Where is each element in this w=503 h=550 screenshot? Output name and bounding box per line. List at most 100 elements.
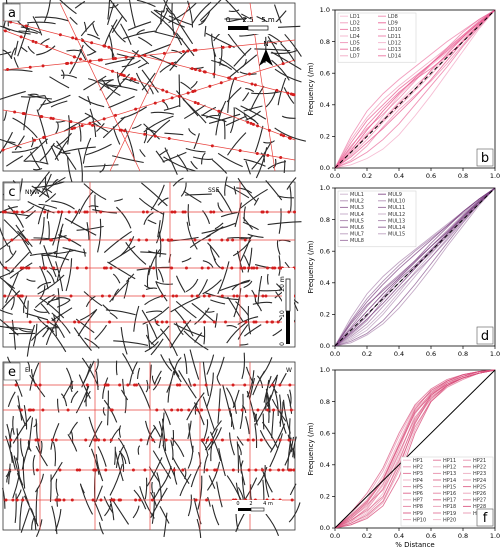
fracture-trace xyxy=(27,94,53,100)
fracture-trace xyxy=(39,297,65,319)
legend-entry: LD8 xyxy=(388,14,398,20)
reference-line xyxy=(334,187,496,347)
fracture-trace xyxy=(225,184,250,199)
fracture-trace xyxy=(158,149,168,156)
series-line xyxy=(334,187,496,347)
fracture-trace xyxy=(253,411,257,423)
intersection-point xyxy=(58,468,62,472)
intersection-point xyxy=(278,438,282,442)
x-tick-label: 0.0 xyxy=(330,172,340,180)
fracture-trace xyxy=(141,309,158,339)
fracture-trace xyxy=(203,326,206,345)
intersection-point xyxy=(226,238,230,242)
intersection-point xyxy=(1,148,5,152)
fracture-trace xyxy=(171,3,175,36)
fracture-trace xyxy=(277,195,294,199)
fracture-trace xyxy=(190,80,198,89)
intersection-point xyxy=(102,117,106,121)
legend-entry: MUL8 xyxy=(350,238,364,244)
intersection-point xyxy=(205,498,209,502)
intersection-point xyxy=(266,153,270,157)
intersection-point xyxy=(131,468,135,472)
intersection-point xyxy=(208,84,212,88)
legend-entry: MUL15 xyxy=(388,232,405,238)
fracture-trace xyxy=(80,20,95,37)
intersection-point xyxy=(152,266,156,270)
intersection-point xyxy=(6,68,10,72)
fracture-trace xyxy=(151,492,155,524)
fracture-trace xyxy=(23,495,39,527)
intersection-point xyxy=(74,210,78,214)
fracture-trace xyxy=(243,324,262,337)
x-tick-label: 0.4 xyxy=(394,350,404,358)
fracture-trace xyxy=(86,222,90,241)
intersection-point xyxy=(275,88,279,92)
fracture-trace xyxy=(206,461,221,491)
intersection-point xyxy=(256,124,260,128)
intersection-point xyxy=(272,408,276,412)
intersection-point xyxy=(45,45,49,49)
intersection-point xyxy=(3,294,7,298)
fracture-trace xyxy=(55,122,59,134)
panel-label-box xyxy=(476,508,494,527)
intersection-point xyxy=(181,468,185,472)
fracture-trace xyxy=(241,352,246,380)
fracture-trace xyxy=(199,0,222,21)
y-tick-label: 0.2 xyxy=(320,133,330,141)
fracture-trace xyxy=(38,203,58,209)
fracture-trace xyxy=(217,202,224,213)
fracture-trace xyxy=(45,193,57,203)
fracture-trace xyxy=(154,31,183,40)
fracture-trace xyxy=(253,197,260,206)
intersection-point xyxy=(20,210,24,214)
fracture-trace xyxy=(69,421,78,435)
fracture-trace xyxy=(43,245,57,278)
legend-entry: MUL3 xyxy=(350,205,364,211)
fracture-trace xyxy=(56,495,59,507)
legend-entry: HP6 xyxy=(413,491,423,497)
fracture-trace xyxy=(62,380,74,399)
fracture-trace xyxy=(16,428,19,461)
fracture-trace xyxy=(153,9,185,28)
x-tick-label: 0.4 xyxy=(394,532,404,540)
fracture-trace xyxy=(21,95,45,98)
fracture-trace xyxy=(243,206,246,222)
fracture-trace xyxy=(229,432,235,456)
fracture-trace xyxy=(84,337,100,349)
fracture-trace xyxy=(61,69,65,80)
intersection-point xyxy=(145,238,149,242)
intersection-point xyxy=(224,320,228,324)
intersection-point xyxy=(31,408,35,412)
fracture-trace xyxy=(43,0,51,22)
fracture-trace xyxy=(83,75,107,91)
intersection-point xyxy=(190,294,194,298)
fracture-trace xyxy=(289,418,293,453)
intersection-point xyxy=(231,383,235,387)
intersection-point xyxy=(220,294,224,298)
intersection-point xyxy=(160,320,164,324)
intersection-point xyxy=(221,45,225,49)
fracture-trace xyxy=(47,221,50,239)
fracture-trace xyxy=(164,21,183,46)
fracture-trace xyxy=(82,137,92,164)
fracture-trace xyxy=(78,122,82,142)
fracture-trace xyxy=(123,277,130,299)
intersection-point xyxy=(220,438,224,442)
legend-entry: HP19 xyxy=(443,511,456,517)
fracture-trace xyxy=(271,410,275,439)
fracture-trace xyxy=(279,372,287,385)
intersection-point xyxy=(70,127,74,131)
fracture-trace xyxy=(26,324,36,357)
fracture-trace xyxy=(210,440,214,462)
fracture-trace xyxy=(265,379,270,411)
intersection-point xyxy=(83,210,87,214)
series-line xyxy=(334,369,496,529)
fracture-trace xyxy=(138,197,164,215)
intersection-point xyxy=(118,498,122,502)
fracture-trace xyxy=(94,358,99,373)
intersection-point xyxy=(104,468,108,472)
fracture-trace xyxy=(0,318,19,336)
fracture-trace xyxy=(39,217,45,245)
series-line xyxy=(334,9,496,169)
intersection-point xyxy=(14,383,18,387)
